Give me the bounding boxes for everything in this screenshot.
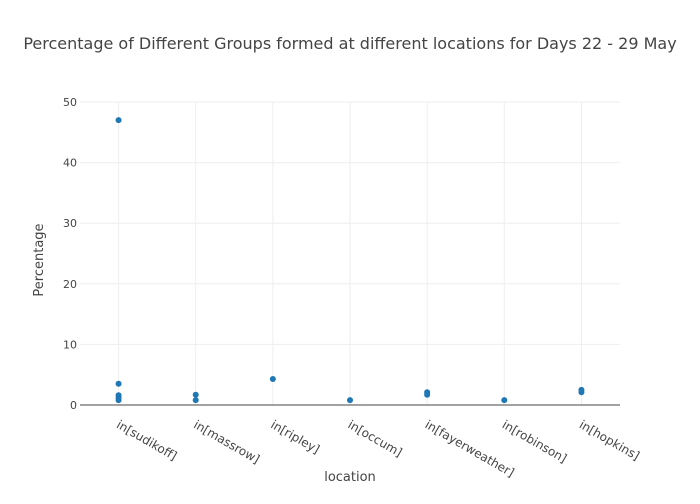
x-tick-label: in[hopkins] (577, 417, 642, 463)
data-point[interactable] (578, 389, 585, 396)
data-point[interactable] (192, 391, 199, 398)
data-point[interactable] (501, 397, 508, 404)
y-tick-label: 0 (70, 399, 77, 412)
chart-title: Percentage of Different Groups formed at… (23, 34, 676, 53)
data-point[interactable] (115, 380, 122, 387)
data-points (115, 117, 585, 404)
x-axis-title: location (324, 470, 376, 485)
x-tick-label: in[sudikoff] (114, 417, 179, 463)
data-point[interactable] (347, 397, 353, 404)
data-point[interactable] (269, 375, 276, 382)
y-tick-label: 30 (63, 217, 77, 230)
data-point[interactable] (115, 397, 122, 404)
axes: 0 10 20 30 40 50 in[sudikoff] in[massrow] in[rip… (63, 96, 642, 480)
y-tick-label: 20 (63, 278, 77, 291)
data-point[interactable] (424, 391, 431, 398)
x-tick-label: in[robinson] (500, 417, 569, 465)
x-tick-label: in[occum] (346, 417, 405, 459)
gridlines (80, 101, 620, 405)
y-tick-label: 40 (63, 157, 77, 170)
y-tick-label: 50 (63, 96, 77, 109)
x-tick-label: in[ripley] (268, 417, 322, 456)
y-tick-label: 10 (63, 338, 77, 351)
y-axis-title: Percentage (32, 223, 47, 296)
x-tick-label: in[massrow] (191, 417, 262, 466)
data-point[interactable] (192, 397, 199, 404)
data-point[interactable] (115, 117, 122, 124)
